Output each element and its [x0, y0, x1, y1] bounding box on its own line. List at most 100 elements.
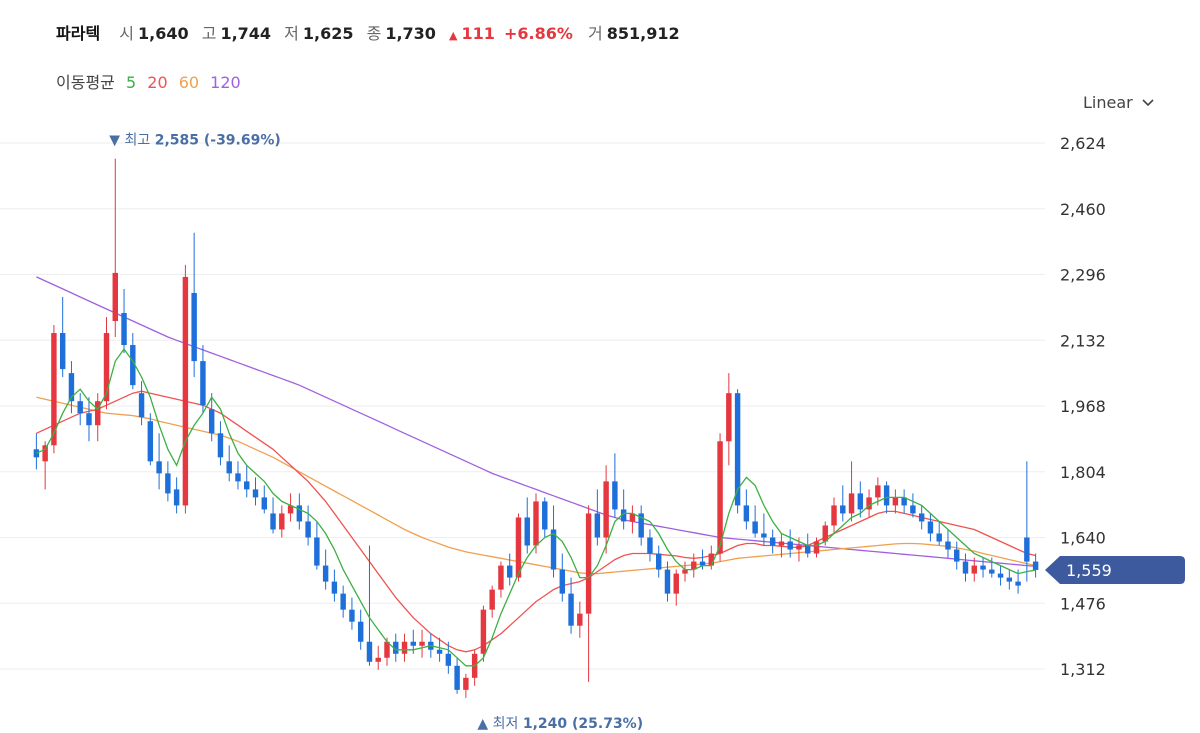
candle [165, 461, 171, 502]
candle-body [86, 413, 92, 426]
high-label: 고 [201, 24, 217, 43]
candle-body [33, 449, 40, 458]
candle [752, 505, 758, 538]
candle [945, 529, 951, 558]
candle [270, 497, 276, 534]
candle-body [287, 505, 294, 514]
candle-body [463, 677, 469, 690]
candle-body [962, 561, 969, 574]
candle-body [252, 489, 259, 498]
ma-20-label[interactable]: 20 [147, 73, 168, 92]
candle-body [130, 345, 136, 386]
candle-body [95, 401, 101, 426]
candle-body [796, 545, 802, 550]
candle-body [831, 505, 837, 526]
candle [542, 497, 548, 538]
candle-body [664, 569, 671, 594]
candle [813, 537, 820, 558]
candle-body [971, 565, 977, 574]
candle-body [980, 565, 986, 570]
chevron-down-icon [1142, 98, 1154, 106]
candle [585, 505, 592, 682]
y-tick-label: 1,476 [1060, 594, 1106, 613]
candle [892, 489, 899, 514]
candle [33, 433, 40, 470]
candle [954, 541, 960, 570]
candle [866, 489, 872, 518]
candle-body [279, 513, 285, 530]
candle-body [550, 529, 557, 570]
candle-body [682, 569, 688, 574]
candle [217, 421, 224, 466]
candle-body [42, 445, 48, 462]
candle-body [261, 497, 267, 510]
candle-body [454, 665, 460, 690]
current-price-tag: 1,559 [1045, 555, 1185, 584]
scale-label: Linear [1083, 93, 1133, 112]
candle-body [103, 333, 110, 402]
candle-body [393, 641, 399, 654]
candle [498, 561, 504, 598]
candle-body [734, 393, 741, 506]
ma-60-label[interactable]: 60 [178, 73, 200, 92]
candle-body [673, 573, 679, 594]
candle [445, 641, 452, 674]
ma-120-label[interactable]: 120 [210, 73, 241, 92]
candle [95, 393, 101, 442]
candle-body [629, 513, 636, 522]
candle [235, 461, 241, 490]
candle-body [533, 501, 539, 546]
candle-body [331, 581, 338, 594]
candle-body [883, 485, 890, 506]
candle-body [594, 513, 601, 538]
candle-body [875, 485, 881, 498]
y-tick-label: 1,640 [1060, 529, 1106, 548]
candle-body [910, 505, 916, 514]
candle-body [270, 513, 276, 530]
candle-body [1015, 581, 1021, 586]
candle-body [182, 276, 189, 506]
candle-body [945, 541, 951, 550]
candle-body [138, 393, 145, 418]
candle-body [340, 593, 346, 610]
ma-5-label[interactable]: 5 [125, 73, 137, 92]
candle [121, 288, 127, 354]
candle [489, 585, 495, 618]
candle-body [866, 497, 872, 510]
candle-body [778, 541, 785, 546]
candle [393, 633, 399, 662]
candle [638, 505, 644, 546]
ma-label: 이동평균 [56, 73, 115, 92]
candle [86, 397, 92, 442]
candle [77, 393, 83, 426]
y-tick-label: 1,804 [1060, 463, 1106, 482]
candle-body [121, 312, 127, 346]
candle-body [401, 641, 408, 654]
current-price-badge [1045, 555, 1185, 584]
ma-5-line [36, 347, 1036, 667]
candle-body [787, 541, 793, 550]
candle-body [208, 409, 215, 434]
candle-body [314, 537, 320, 566]
candle-body [410, 641, 417, 646]
candle [927, 513, 934, 542]
candle-body [375, 657, 381, 662]
candle [997, 565, 1004, 586]
candle-body [445, 653, 452, 666]
low-label: 저 [284, 24, 299, 43]
candle [68, 361, 75, 414]
candle-body [989, 569, 995, 574]
candle [244, 465, 250, 498]
candle [515, 513, 522, 582]
candle [901, 489, 907, 514]
candle-body [305, 521, 311, 538]
candle [734, 389, 741, 514]
scale-selector[interactable]: Linear [1083, 93, 1155, 112]
candle-body [577, 613, 583, 626]
candle [226, 445, 232, 482]
ma-5-path [36, 347, 1036, 667]
candle-body [620, 509, 627, 522]
candle [524, 497, 530, 554]
candle [296, 493, 303, 530]
